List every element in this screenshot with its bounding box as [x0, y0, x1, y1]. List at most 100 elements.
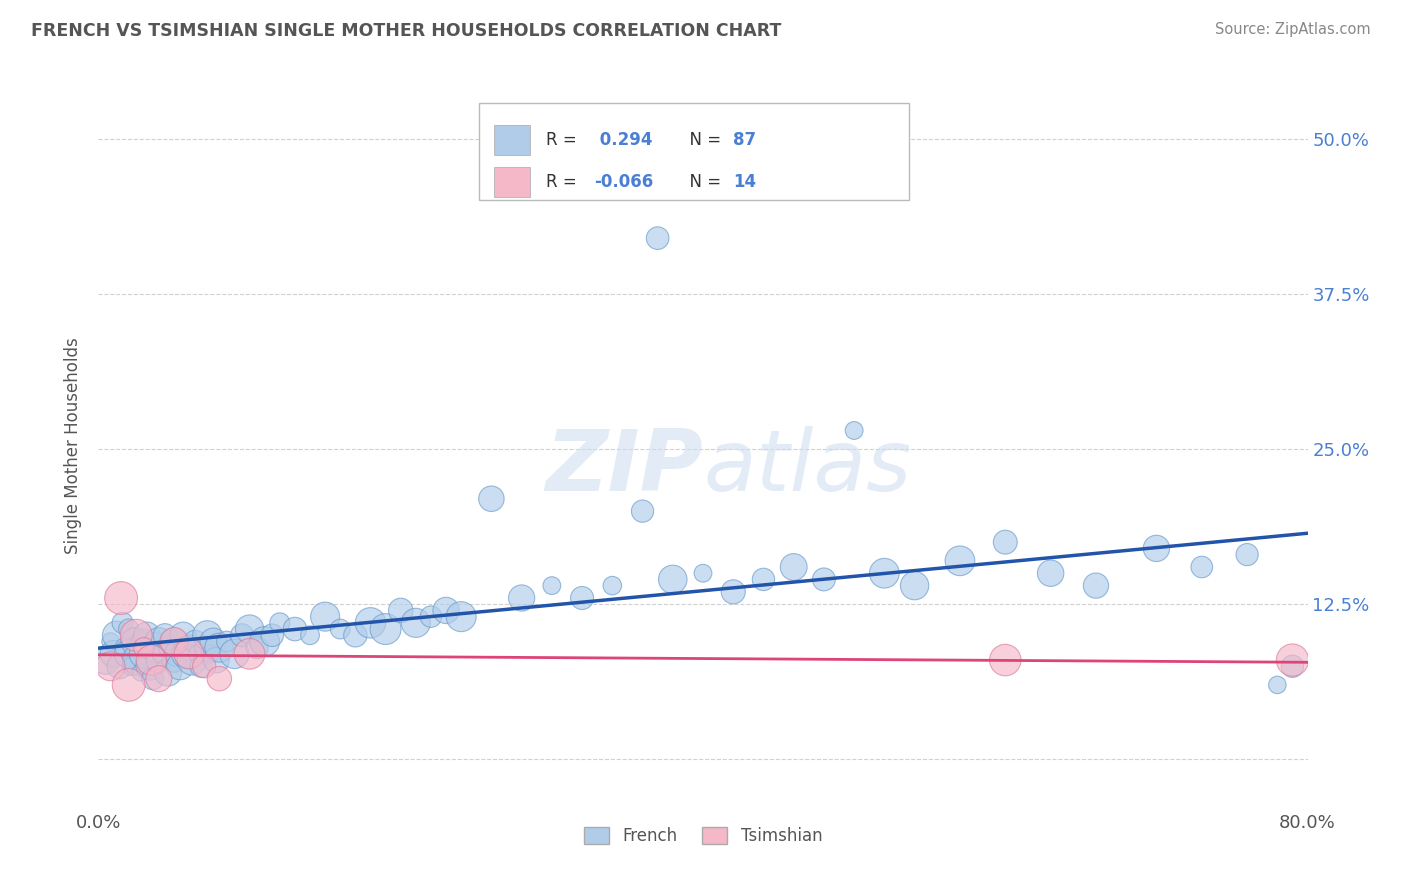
Point [1281, 653, 1303, 667]
Text: N =: N = [679, 173, 725, 192]
Point [844, 424, 866, 438]
Text: 87: 87 [734, 131, 756, 149]
Point [118, 678, 141, 692]
Point [949, 554, 972, 568]
Point [127, 653, 149, 667]
Point [132, 634, 155, 648]
Point [1144, 541, 1167, 556]
Point [389, 603, 412, 617]
Point [647, 231, 669, 245]
Point [314, 609, 336, 624]
Point [994, 653, 1017, 667]
Point [148, 634, 170, 648]
Point [111, 615, 134, 630]
Point [184, 634, 207, 648]
Point [631, 504, 654, 518]
Point [510, 591, 533, 605]
Point [1267, 678, 1289, 692]
Point [420, 609, 443, 624]
Text: N =: N = [679, 131, 725, 149]
Point [132, 647, 155, 661]
Point [1281, 659, 1303, 673]
Point [329, 622, 352, 636]
Point [125, 628, 148, 642]
Point [1039, 566, 1062, 581]
Point [813, 573, 835, 587]
Point [540, 579, 562, 593]
Point [904, 579, 927, 593]
Point [181, 653, 204, 667]
Point [121, 659, 143, 673]
Point [239, 622, 262, 636]
Text: atlas: atlas [703, 425, 911, 509]
Point [145, 640, 167, 655]
Text: -0.066: -0.066 [595, 173, 654, 192]
Point [105, 628, 128, 642]
Point [110, 591, 132, 605]
Point [190, 659, 212, 673]
Text: 0.294: 0.294 [595, 131, 652, 149]
Point [344, 628, 367, 642]
Point [994, 535, 1017, 549]
Text: R =: R = [546, 173, 582, 192]
Point [118, 647, 141, 661]
Text: 14: 14 [734, 173, 756, 192]
Point [360, 615, 382, 630]
Point [661, 573, 683, 587]
Point [163, 634, 186, 648]
Point [160, 640, 183, 655]
Point [195, 628, 218, 642]
Point [179, 647, 201, 661]
Point [284, 622, 307, 636]
Point [193, 659, 215, 673]
Point [100, 659, 122, 673]
Point [253, 634, 276, 648]
Point [723, 584, 745, 599]
Point [139, 659, 162, 673]
Point [166, 647, 188, 661]
Point [114, 640, 136, 655]
Point [141, 653, 163, 667]
Point [571, 591, 593, 605]
Point [752, 573, 775, 587]
Point [602, 579, 624, 593]
Bar [494, 168, 530, 197]
Point [450, 609, 472, 624]
Point [142, 672, 165, 686]
Point [783, 560, 806, 574]
Point [108, 659, 131, 673]
Legend: French, Tsimshian: French, Tsimshian [576, 820, 830, 852]
Point [193, 640, 215, 655]
Point [150, 647, 173, 661]
Point [481, 491, 503, 506]
Point [202, 634, 225, 648]
Point [405, 615, 427, 630]
Point [148, 672, 170, 686]
Point [269, 615, 291, 630]
Point [224, 647, 246, 661]
Text: ZIP: ZIP [546, 425, 703, 509]
Y-axis label: Single Mother Households: Single Mother Households [65, 338, 83, 554]
Point [94, 653, 117, 667]
Point [246, 640, 269, 655]
Point [262, 628, 284, 642]
Point [215, 634, 238, 648]
Point [135, 628, 157, 642]
Point [1085, 579, 1108, 593]
Point [374, 622, 396, 636]
Point [132, 640, 155, 655]
Point [163, 634, 186, 648]
Point [434, 603, 457, 617]
Text: Source: ZipAtlas.com: Source: ZipAtlas.com [1215, 22, 1371, 37]
Point [179, 640, 201, 655]
FancyBboxPatch shape [479, 103, 908, 200]
Bar [494, 125, 530, 155]
Point [299, 628, 322, 642]
Point [1191, 560, 1213, 574]
Point [124, 634, 146, 648]
Point [174, 647, 197, 661]
Point [100, 634, 122, 648]
Point [187, 647, 209, 661]
Point [163, 653, 186, 667]
Text: R =: R = [546, 131, 582, 149]
